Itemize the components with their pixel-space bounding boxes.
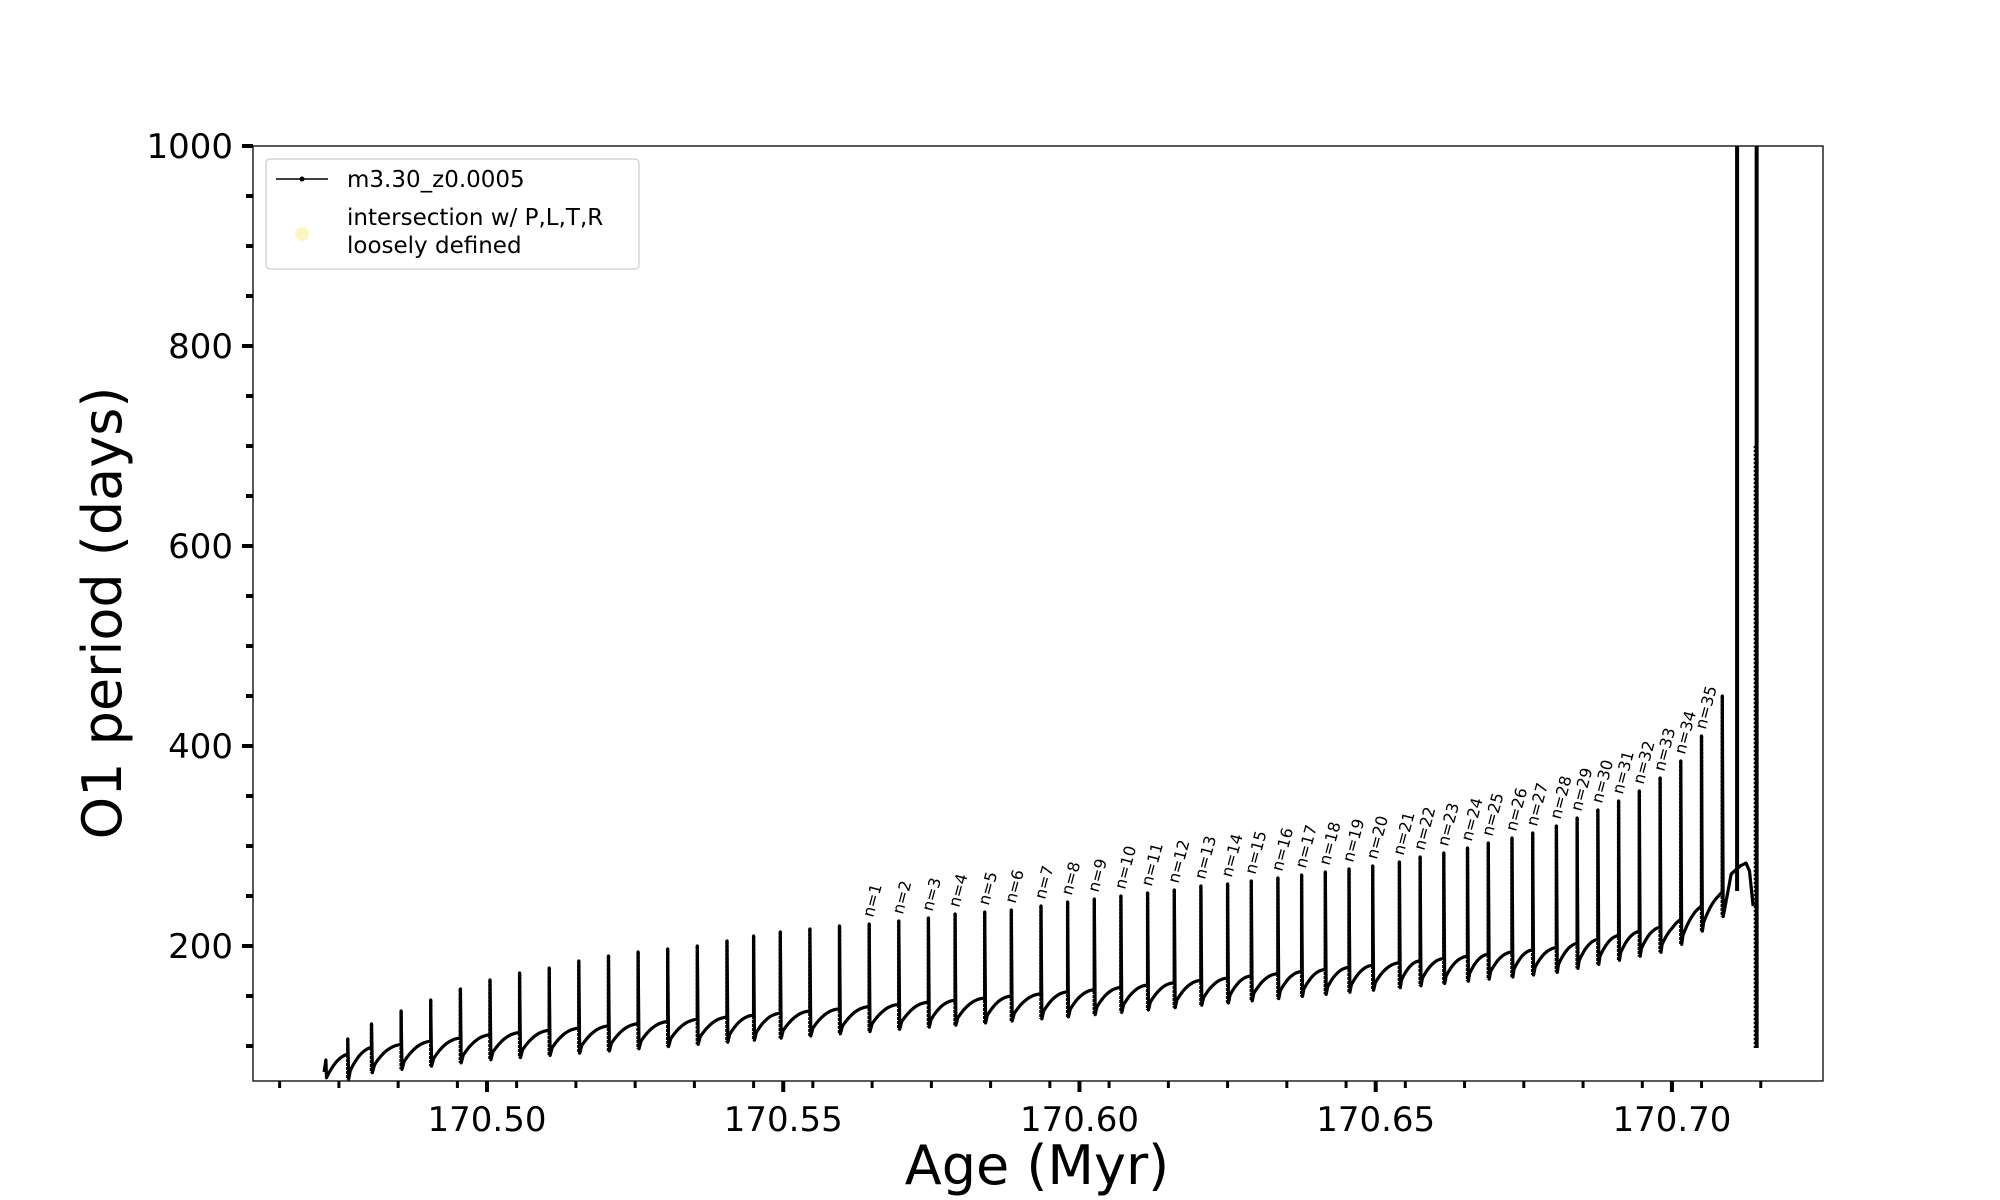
cycle-annotation: n=13: [1190, 834, 1220, 881]
y-tick-label: 800: [168, 327, 233, 367]
cycle-annotation: n=11: [1137, 841, 1167, 888]
cycle-annotation: n=35: [1691, 684, 1721, 731]
cycle-annotation: n=4: [945, 872, 972, 910]
cycle-annotation: n=8: [1057, 860, 1084, 898]
plot-area-frame: [252, 145, 1824, 1082]
cycle-annotation: n=22: [1410, 805, 1440, 852]
legend-intersection-label-line2: loosely defined: [347, 233, 522, 259]
cycle-annotation: n=20: [1362, 814, 1392, 861]
cycle-annotation: n=5: [974, 870, 1001, 908]
cycle-annotation: n=15: [1241, 829, 1271, 876]
series-m3-30-z0-0005: [322, 146, 1759, 1081]
cycle-annotation: n=6: [1001, 868, 1028, 906]
cycle-annotation: n=23: [1433, 801, 1463, 848]
x-axis: 170.50 170.55 170.60 170.65 170.70: [278, 1081, 1763, 1140]
y-tick-label: 400: [168, 727, 233, 767]
cycle-annotations: n=1 n=2 n=3 n=4 n=5 n=6 n=7 n=8 n=9 n=10n=11n=12n…: [859, 684, 1721, 919]
legend: m3.30_z0.0005 intersection w/ P,L,T,R lo…: [265, 158, 640, 270]
x-axis-label: Age (Myr): [905, 1134, 1170, 1197]
legend-intersection-label-line1: intersection w/ P,L,T,R: [347, 205, 603, 231]
y-tick-label: 1000: [146, 127, 233, 167]
legend-line-dot-marker: [299, 176, 305, 182]
series-line: [322, 694, 1755, 1081]
x-tick-label: 170.55: [724, 1100, 843, 1140]
cycle-annotation: n=27: [1522, 781, 1552, 828]
cycle-annotation: n=3: [918, 876, 945, 914]
cycle-annotation: n=2: [888, 879, 915, 917]
cycle-annotation: n=12: [1164, 838, 1194, 885]
cycle-annotation: n=7: [1030, 864, 1057, 902]
y-axis-label: O1 period (days): [71, 387, 134, 840]
y-tick-label: 200: [168, 927, 233, 967]
legend-intersection-marker: [295, 227, 309, 241]
x-tick-label: 170.50: [428, 1100, 547, 1140]
x-tick-label: 170.60: [1020, 1100, 1139, 1140]
cycle-annotation: n=1: [859, 882, 886, 920]
legend-box: [265, 158, 640, 270]
cycle-annotation: n=9: [1084, 857, 1111, 895]
y-tick-label: 600: [168, 527, 233, 567]
legend-series-label: m3.30_z0.0005: [347, 167, 525, 193]
x-tick-label: 170.65: [1316, 1100, 1435, 1140]
cycle-annotation: n=10: [1110, 844, 1140, 891]
plot-layer: n=1 n=2 n=3 n=4 n=5 n=6 n=7 n=8 n=9 n=10n=11n=12n…: [322, 146, 1759, 1081]
y-axis: 200 400 600 800 1000: [146, 127, 253, 1048]
cycle-annotation: n=25: [1478, 791, 1508, 838]
x-tick-label: 170.70: [1612, 1100, 1731, 1140]
